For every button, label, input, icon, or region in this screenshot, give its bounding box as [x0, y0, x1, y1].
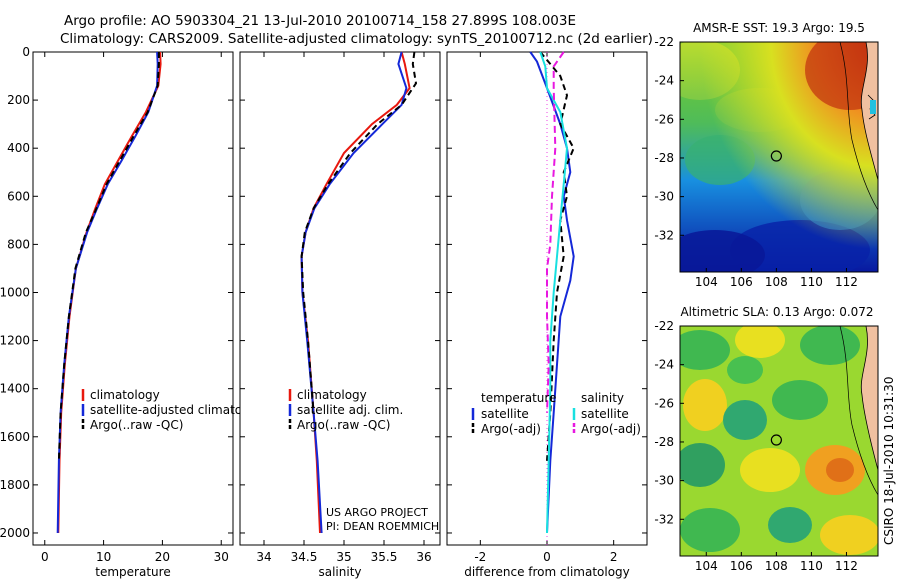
header-line-2: Climatology: CARS2009. Satellite-adjuste… [60, 31, 653, 47]
x-tick-label: 2 [610, 550, 618, 564]
argo-position-marker [770, 150, 782, 162]
legend-label: salinity [581, 391, 624, 405]
lat-tick-label: -28 [654, 435, 674, 449]
difference-profile-frame [446, 51, 648, 546]
salinity-profile: 34 34.5 35 35.5 36 salinity climatologysatelli… [239, 51, 441, 579]
lat-tick-label: -24 [654, 74, 674, 88]
lon-tick-label: 112 [835, 275, 858, 289]
series-temperature-argo [539, 51, 575, 461]
lon-tick-label: 104 [695, 559, 718, 573]
y-tick-label: 600 [7, 189, 30, 203]
y-tick-label: 0 [22, 45, 30, 59]
x-tick-label: 0 [543, 550, 551, 564]
project-annotation: PI: DEAN ROEMMICH [326, 520, 439, 533]
lat-tick-label: -26 [654, 396, 674, 410]
y-tick-label: 800 [7, 237, 30, 251]
temperature-profile-frame [32, 51, 234, 546]
x-axis-label: difference from climatology [464, 565, 630, 579]
x-axis-label: salinity [318, 565, 361, 579]
legend-label: satellite adj. clim. [297, 403, 403, 417]
legend-label: temperature [481, 391, 556, 405]
lon-tick-label: 112 [835, 559, 858, 573]
legend-label: Argo(..raw -QC) [297, 418, 390, 432]
x-tick-label: 34.5 [291, 550, 318, 564]
lon-tick-label: 108 [765, 275, 788, 289]
series-argo [300, 51, 418, 413]
lat-tick-label: -32 [654, 228, 674, 242]
x-tick-label: 34 [256, 550, 271, 564]
sla-map: Altimetric SLA: 0.13 Argo: 0.072 104 106 1… [654, 305, 879, 573]
legend-label: climatology [90, 388, 160, 402]
lat-tick-label: -26 [654, 112, 674, 126]
x-tick-label: 0 [41, 550, 49, 564]
lon-tick-label: 104 [695, 275, 718, 289]
x-tick-label: 35 [336, 550, 351, 564]
y-tick-label: 200 [7, 93, 30, 107]
lon-tick-label: 110 [800, 559, 823, 573]
legend-label: climatology [297, 388, 367, 402]
lon-tick-label: 106 [730, 559, 753, 573]
series-salinity-argo [546, 51, 565, 413]
lat-tick-label: -30 [654, 190, 674, 204]
y-tick-label: 1000 [0, 285, 30, 299]
legend-label: Argo(-adj) [481, 422, 541, 436]
series-salinity-satellite [539, 51, 569, 534]
project-annotation: US ARGO PROJECT [326, 506, 428, 519]
x-axis-label: temperature [95, 565, 170, 579]
x-tick-label: 36 [416, 550, 431, 564]
x-tick-label: 10 [96, 550, 111, 564]
sla-map-title: Altimetric SLA: 0.13 Argo: 0.072 [680, 305, 873, 319]
salinity-profile-frame [239, 51, 441, 546]
y-tick-label: 400 [7, 141, 30, 155]
lat-tick-label: -32 [654, 512, 674, 526]
sst-map-title: AMSR-E SST: 19.3 Argo: 19.5 [693, 21, 865, 35]
y-tick-label: 2000 [0, 526, 30, 540]
series-temperature-satellite [529, 51, 575, 534]
lon-tick-label: 108 [765, 559, 788, 573]
argo-position-marker [770, 434, 782, 446]
legend-label: Argo(..raw -QC) [90, 418, 183, 432]
legend-label: satellite [581, 407, 629, 421]
y-tick-label: 1200 [0, 334, 30, 348]
lon-tick-label: 110 [800, 275, 823, 289]
x-tick-label: 30 [214, 550, 229, 564]
legend-label: Argo(-adj) [581, 422, 641, 436]
temperature-profile: 0 10 20 30 0 200 400 600 800 1000 1200 1400 1600 1800… [0, 45, 268, 579]
legend-label: satellite [481, 407, 529, 421]
lat-tick-label: -22 [654, 35, 674, 49]
lon-tick-label: 106 [730, 275, 753, 289]
sst-map: AMSR-E SST: 19.3 Argo: 19.5 104 106 108 110… [654, 21, 879, 289]
lat-tick-label: -28 [654, 151, 674, 165]
y-tick-label: 1600 [0, 430, 30, 444]
lat-tick-label: -22 [654, 319, 674, 333]
legend-label: satellite-adjusted climatology [90, 403, 268, 417]
lat-tick-label: -24 [654, 358, 674, 372]
x-tick-label: 35.5 [371, 550, 398, 564]
x-tick-label: -2 [474, 550, 486, 564]
header-line-1: Argo profile: AO 5903304_21 13-Jul-2010 … [64, 13, 576, 29]
lat-tick-label: -30 [654, 474, 674, 488]
series-argo [57, 52, 160, 461]
y-tick-label: 1800 [0, 478, 30, 492]
x-tick-label: 20 [155, 550, 170, 564]
y-tick-label: 1400 [0, 382, 30, 396]
timestamp-stamp: CSIRO 18-Jul-2010 10:31:30 [882, 377, 896, 545]
